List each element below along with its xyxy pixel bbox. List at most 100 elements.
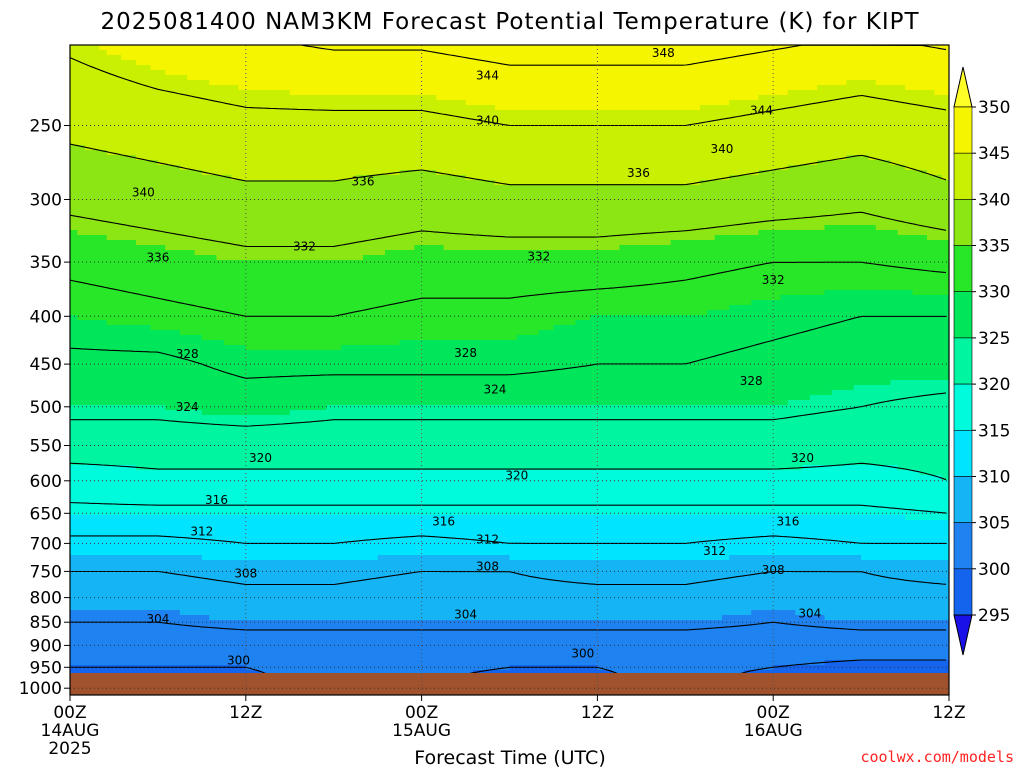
heatmap-cell [333, 115, 342, 121]
heatmap-cell [875, 110, 884, 116]
heatmap-cell [846, 50, 855, 56]
heatmap-cell [333, 135, 342, 141]
heatmap-cell [758, 195, 767, 201]
heatmap-cell [128, 235, 137, 241]
heatmap-cell [209, 210, 218, 216]
heatmap-cell [326, 225, 335, 231]
heatmap-cell [502, 85, 511, 91]
heatmap-cell [795, 80, 804, 86]
heatmap-cell [699, 225, 708, 231]
heatmap-cell [729, 100, 738, 106]
heatmap-cell [209, 250, 218, 256]
heatmap-cell [392, 150, 401, 156]
heatmap-cell [502, 140, 511, 146]
heatmap-cell [216, 55, 225, 61]
heatmap-cell [846, 120, 855, 126]
heatmap-cell [216, 125, 225, 131]
heatmap-cell [326, 160, 335, 166]
heatmap-cell [179, 100, 188, 106]
heatmap-cell [231, 180, 240, 186]
heatmap-cell [297, 145, 305, 151]
heatmap-cell [568, 110, 577, 116]
heatmap-cell [824, 145, 833, 151]
heatmap-cell [187, 170, 196, 176]
heatmap-cell [77, 45, 86, 51]
heatmap-cell [817, 75, 826, 81]
heatmap-cell [729, 95, 738, 101]
heatmap-cell [809, 100, 818, 106]
heatmap-cell [311, 55, 320, 61]
heatmap-cell [934, 140, 943, 146]
heatmap-cell [392, 155, 401, 161]
heatmap-cell [597, 220, 606, 226]
heatmap-cell [297, 210, 305, 216]
heatmap-cell [905, 205, 913, 211]
heatmap-cell [626, 215, 635, 221]
heatmap-cell [392, 55, 401, 61]
heatmap-cell [560, 220, 569, 226]
heatmap-cell [875, 185, 884, 191]
heatmap-cell [934, 205, 943, 211]
heatmap-cell [223, 180, 232, 186]
heatmap-cell [297, 240, 305, 246]
heatmap-cell [172, 120, 181, 126]
heatmap-cell [890, 85, 899, 91]
heatmap-cell [223, 165, 232, 171]
heatmap-cell [465, 170, 474, 176]
heatmap-cell [912, 70, 921, 76]
heatmap-cell [765, 215, 774, 221]
heatmap-cell [883, 180, 891, 186]
heatmap-cell [736, 225, 745, 231]
heatmap-cell [319, 235, 327, 241]
heatmap-cell [480, 90, 489, 96]
heatmap-cell [941, 50, 949, 56]
heatmap-cell [670, 45, 679, 51]
heatmap-cell [846, 60, 855, 66]
heatmap-cell [890, 170, 899, 176]
heatmap-cell [802, 205, 811, 211]
heatmap-cell [91, 70, 100, 76]
heatmap-cell [406, 85, 415, 91]
heatmap-cell [91, 135, 100, 141]
heatmap-cell [297, 185, 305, 191]
heatmap-cell [839, 45, 848, 51]
heatmap-cell [641, 90, 650, 96]
heatmap-cell [436, 150, 445, 156]
heatmap-cell [128, 70, 137, 76]
heatmap-cell [875, 210, 884, 216]
heatmap-cell [626, 50, 635, 56]
heatmap-cell [641, 125, 650, 131]
heatmap-cell [370, 235, 379, 241]
heatmap-cell [267, 250, 276, 256]
heatmap-cell [223, 160, 232, 166]
heatmap-cell [121, 105, 130, 111]
heatmap-cell [941, 245, 949, 251]
heatmap-cell [267, 220, 276, 226]
heatmap-cell [802, 145, 811, 151]
heatmap-cell [729, 185, 738, 191]
heatmap-cell [421, 170, 430, 176]
heatmap-cell [326, 250, 335, 256]
heatmap-cell [421, 50, 430, 56]
heatmap-cell [297, 60, 305, 66]
heatmap-cell [231, 70, 240, 76]
heatmap-cell [253, 195, 262, 201]
heatmap-cell [619, 120, 628, 126]
heatmap-cell [319, 80, 327, 86]
heatmap-cell [575, 190, 584, 196]
heatmap-cell [795, 245, 804, 251]
heatmap-cell [531, 125, 540, 131]
heatmap-cell [443, 50, 452, 56]
heatmap-cell [546, 155, 555, 161]
heatmap-cell [846, 105, 855, 111]
heatmap-cell [714, 55, 723, 61]
heatmap-cell [612, 45, 620, 51]
heatmap-cell [773, 45, 782, 51]
heatmap-cell [187, 200, 196, 206]
heatmap-cell [472, 190, 481, 196]
heatmap-cell [795, 185, 804, 191]
heatmap-cell [751, 200, 760, 206]
heatmap-cell [355, 245, 364, 251]
heatmap-cell [912, 105, 921, 111]
heatmap-cell [289, 185, 298, 191]
